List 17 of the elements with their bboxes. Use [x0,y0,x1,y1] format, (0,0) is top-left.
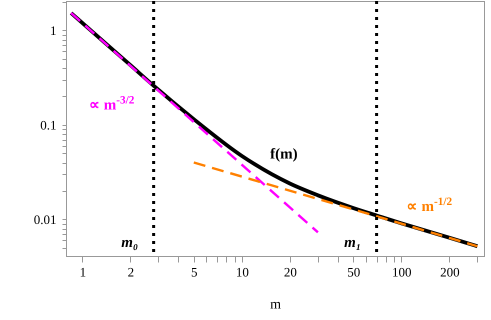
x-tick-label: 200 [440,264,460,280]
series-label: f(m) [270,146,298,162]
series-label: ∝ m$^{-1/2}$ [406,196,452,216]
x-tick-label: 1 [80,264,86,280]
y-tick-label: 0.1 [40,117,56,132]
x-tick-label: 100 [392,264,412,280]
x-tick-label: 2 [128,264,134,280]
x-axis-title: m [270,298,282,312]
x-tick-label: 50 [347,264,360,280]
x-tick-label: 10 [236,264,249,280]
y-tick-label: 0.01 [34,212,56,227]
x-tick-label: 5 [191,264,198,280]
ref-line-label: m₁ [344,235,362,251]
y-tick-label: 1 [50,22,56,38]
series-label: ∝ m$^{-3/2}$ [88,94,135,114]
ref-line-label: m₀ [121,235,138,251]
x-tick-label: 20 [284,264,297,280]
